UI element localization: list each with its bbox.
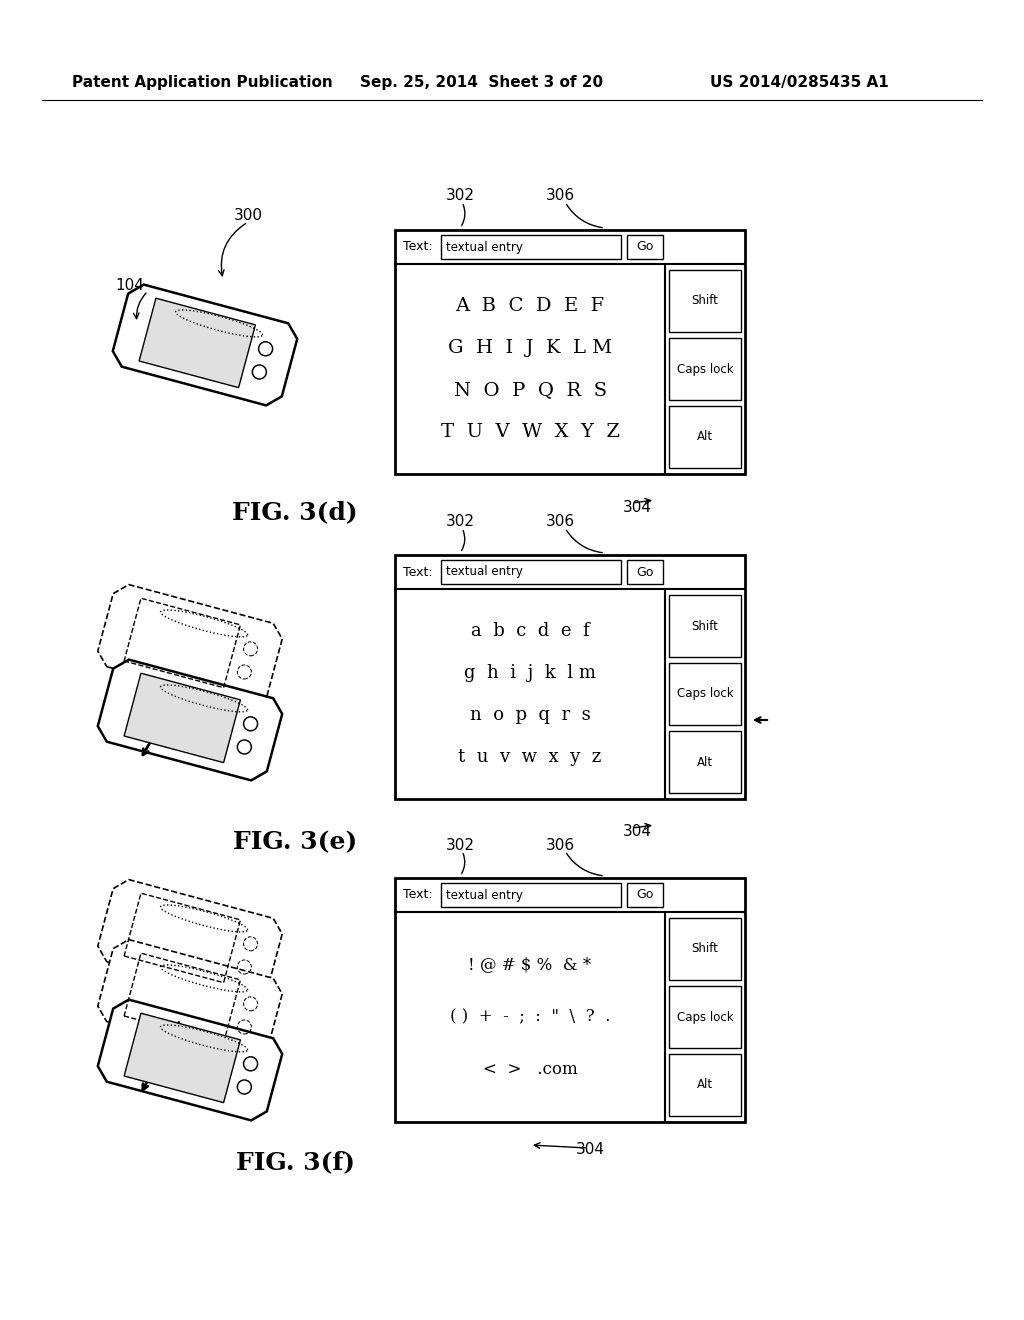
Text: Alt: Alt	[697, 755, 713, 768]
FancyBboxPatch shape	[669, 663, 741, 725]
Text: Alt: Alt	[697, 1078, 713, 1092]
Polygon shape	[124, 1014, 241, 1102]
Text: textual entry: textual entry	[446, 565, 523, 578]
FancyBboxPatch shape	[669, 595, 741, 657]
FancyBboxPatch shape	[669, 338, 741, 400]
Text: Caps lock: Caps lock	[677, 363, 733, 375]
Text: N  O  P  Q  R  S: N O P Q R S	[454, 381, 606, 399]
Text: Shift: Shift	[691, 942, 719, 956]
Text: textual entry: textual entry	[446, 888, 523, 902]
Text: <  >   .com: < > .com	[482, 1061, 578, 1078]
Text: 306: 306	[546, 187, 574, 202]
Text: 304: 304	[575, 1143, 604, 1158]
Text: ! @ # $ %  & *: ! @ # $ % & *	[468, 956, 592, 973]
Polygon shape	[97, 940, 283, 1060]
FancyBboxPatch shape	[627, 883, 663, 907]
Text: Shift: Shift	[691, 294, 719, 308]
Polygon shape	[97, 999, 283, 1121]
Text: g  h  i  j  k  l m: g h i j k l m	[464, 664, 596, 682]
Text: textual entry: textual entry	[446, 240, 523, 253]
FancyBboxPatch shape	[441, 560, 621, 583]
Text: 304: 304	[623, 825, 651, 840]
FancyBboxPatch shape	[669, 1053, 741, 1115]
Text: Shift: Shift	[691, 619, 719, 632]
Text: Caps lock: Caps lock	[677, 1011, 733, 1023]
Text: T  U  V  W  X  Y  Z: T U V W X Y Z	[440, 422, 620, 441]
Text: FIG. 3(e): FIG. 3(e)	[232, 830, 357, 854]
Polygon shape	[97, 585, 283, 705]
FancyBboxPatch shape	[669, 271, 741, 333]
FancyBboxPatch shape	[627, 560, 663, 583]
FancyBboxPatch shape	[669, 407, 741, 469]
Text: a  b  c  d  e  f: a b c d e f	[471, 622, 590, 640]
Text: n  o  p  q  r  s: n o p q r s	[470, 706, 591, 723]
Text: 302: 302	[445, 837, 474, 853]
Text: Sep. 25, 2014  Sheet 3 of 20: Sep. 25, 2014 Sheet 3 of 20	[360, 74, 603, 90]
Text: 300: 300	[233, 207, 262, 223]
Text: Text:: Text:	[403, 565, 432, 578]
Text: ( )  +  -  ;  :  "  \  ?  .: ( ) + - ; : " \ ? .	[450, 1008, 610, 1026]
Polygon shape	[113, 285, 297, 405]
FancyBboxPatch shape	[395, 878, 745, 1122]
FancyBboxPatch shape	[627, 235, 663, 259]
Text: FIG. 3(f): FIG. 3(f)	[236, 1150, 354, 1173]
Text: FIG. 3(d): FIG. 3(d)	[232, 500, 357, 524]
Polygon shape	[97, 879, 283, 1001]
Text: Text:: Text:	[403, 240, 432, 253]
Text: Caps lock: Caps lock	[677, 688, 733, 701]
Text: A  B  C  D  E  F: A B C D E F	[456, 297, 604, 315]
FancyBboxPatch shape	[441, 235, 621, 259]
Text: Patent Application Publication: Patent Application Publication	[72, 74, 333, 90]
FancyBboxPatch shape	[669, 917, 741, 979]
Text: 306: 306	[546, 837, 574, 853]
Text: Go: Go	[636, 565, 653, 578]
Text: t  u  v  w  x  y  z: t u v w x y z	[459, 748, 602, 766]
FancyBboxPatch shape	[395, 230, 745, 474]
Polygon shape	[124, 673, 241, 763]
Text: Go: Go	[636, 888, 653, 902]
Text: Alt: Alt	[697, 430, 713, 444]
FancyBboxPatch shape	[669, 731, 741, 793]
Text: 306: 306	[546, 515, 574, 529]
Polygon shape	[97, 660, 283, 780]
Polygon shape	[139, 298, 255, 388]
Text: Text:: Text:	[403, 888, 432, 902]
FancyBboxPatch shape	[395, 554, 745, 799]
Text: 104: 104	[116, 277, 144, 293]
Text: 302: 302	[445, 515, 474, 529]
Text: Go: Go	[636, 240, 653, 253]
Text: 302: 302	[445, 187, 474, 202]
Text: 304: 304	[623, 499, 651, 515]
Text: US 2014/0285435 A1: US 2014/0285435 A1	[710, 74, 889, 90]
Text: G  H  I  J  K  L M: G H I J K L M	[447, 339, 612, 356]
FancyBboxPatch shape	[669, 986, 741, 1048]
FancyBboxPatch shape	[441, 883, 621, 907]
